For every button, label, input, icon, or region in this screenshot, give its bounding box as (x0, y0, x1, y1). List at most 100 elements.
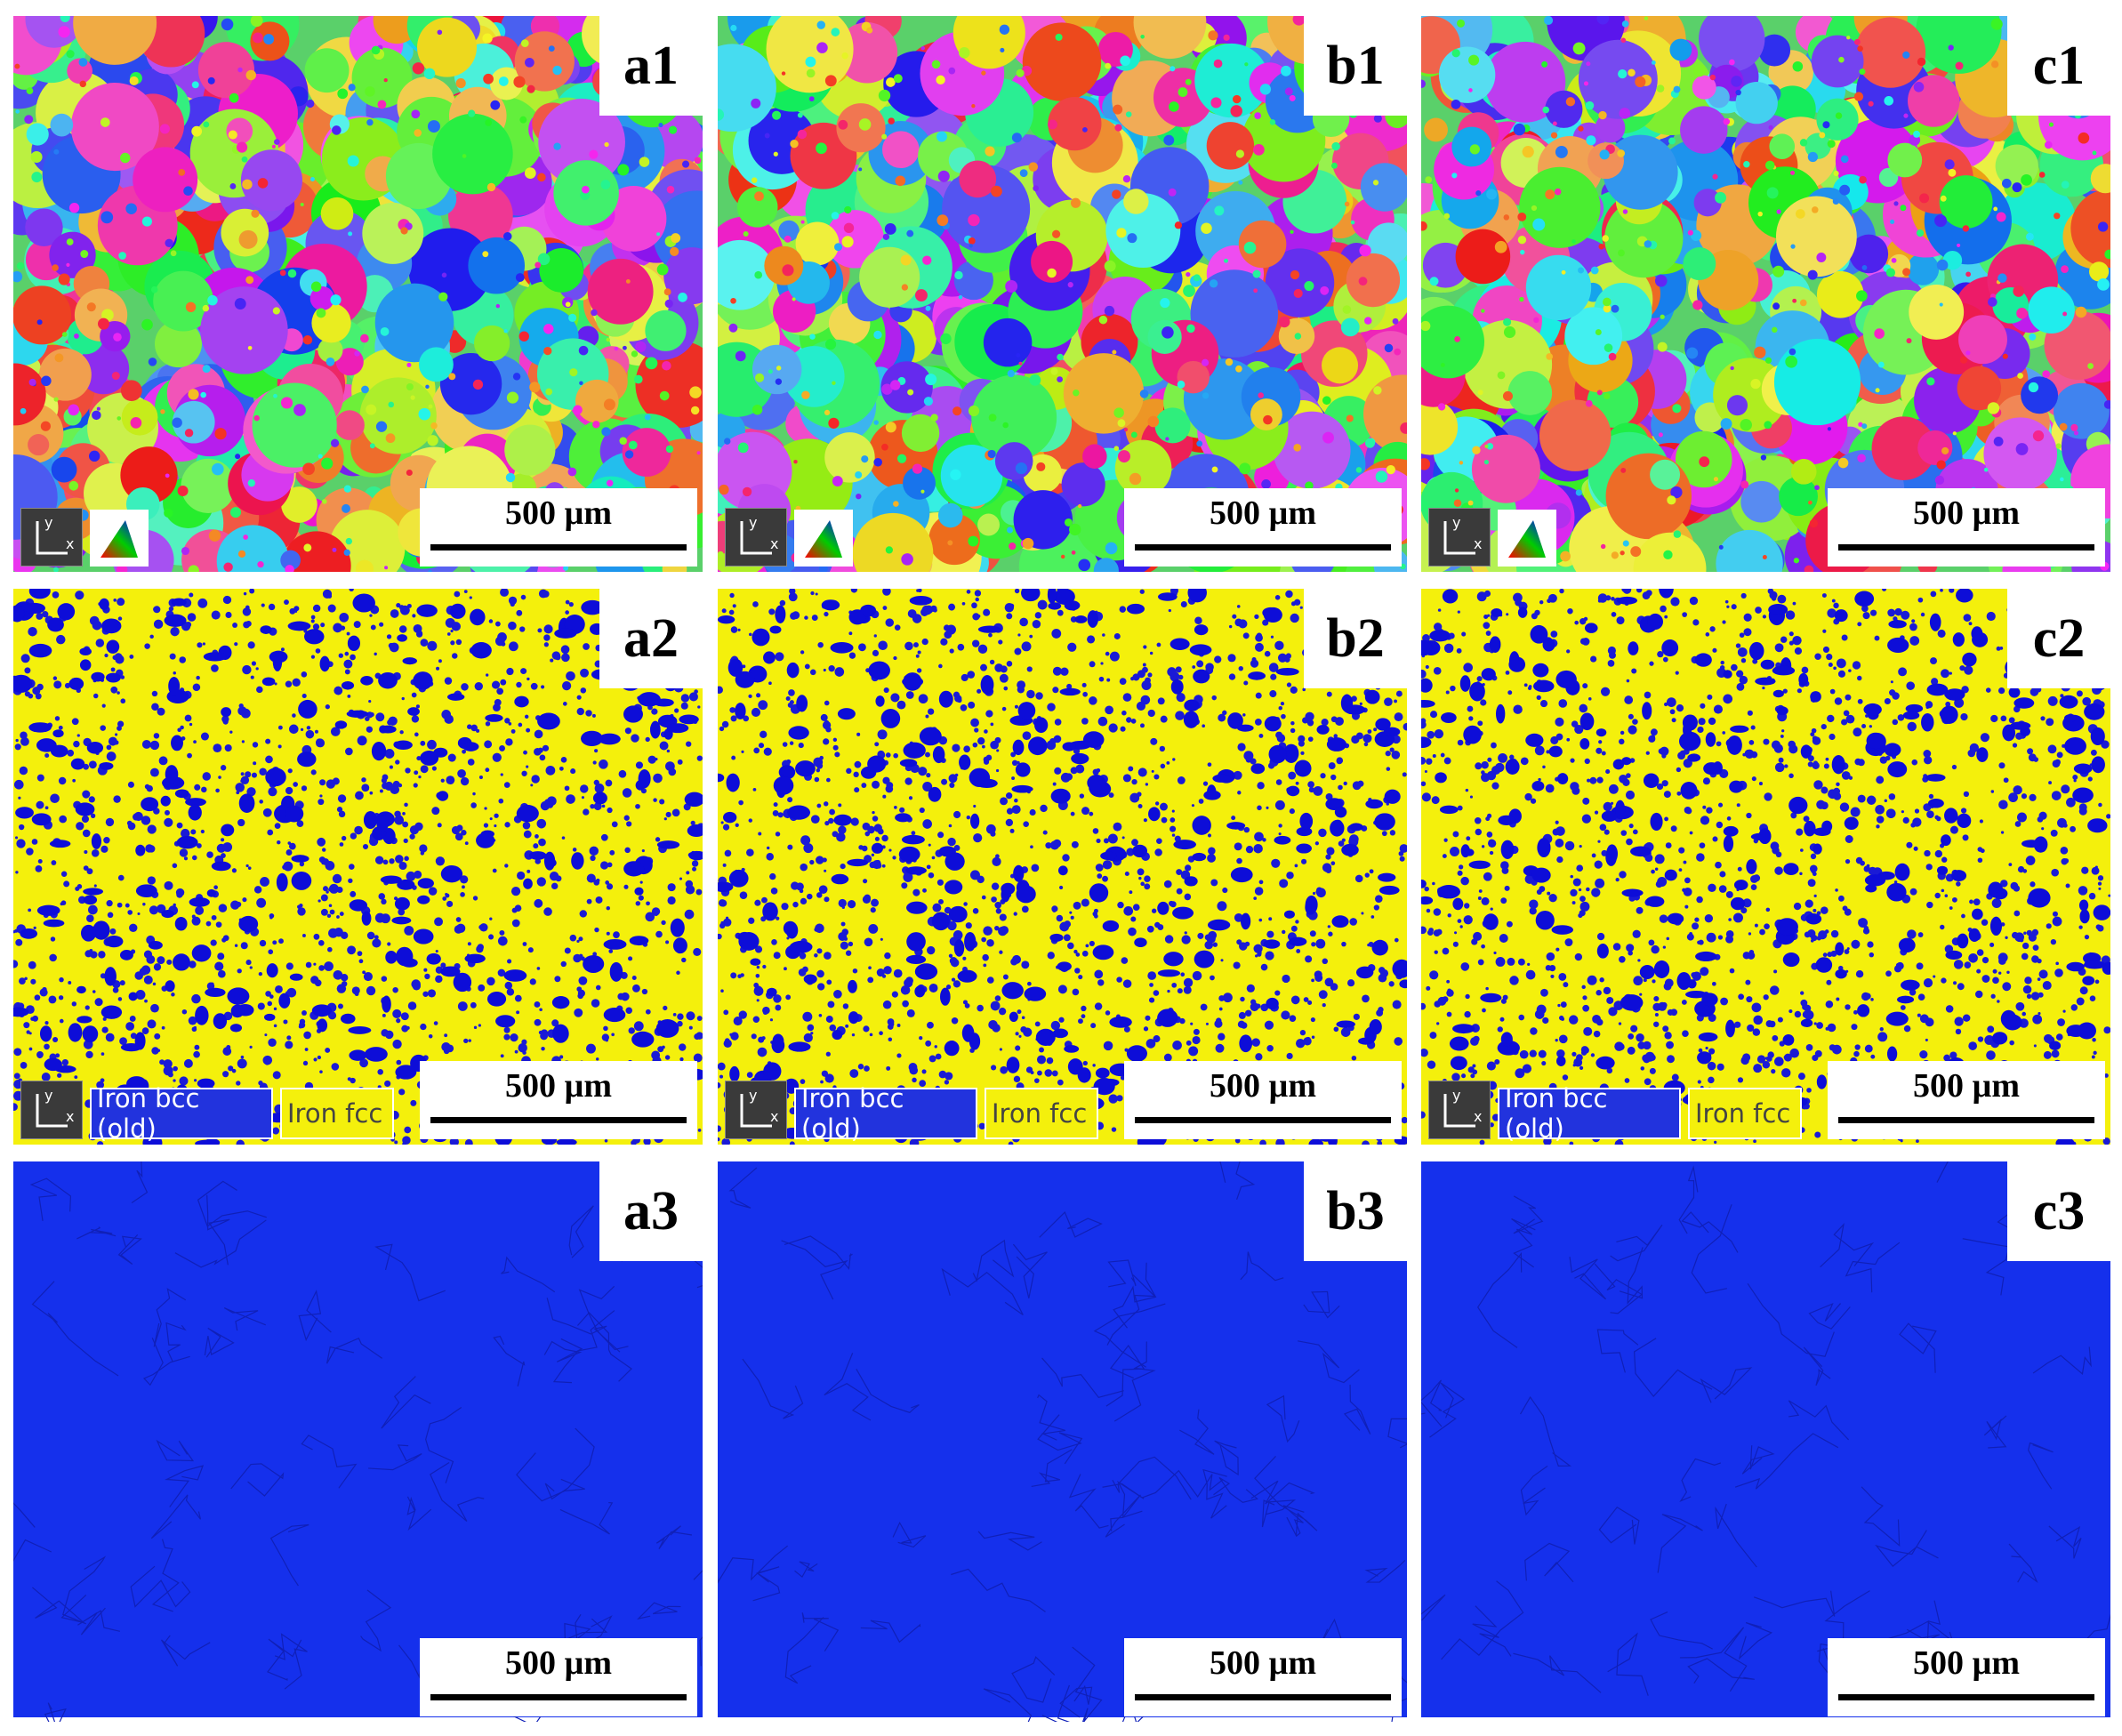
bcc-grain (576, 939, 580, 944)
bcc-grain (403, 838, 408, 844)
grain (1451, 49, 1460, 58)
grain (1363, 374, 1407, 454)
bcc-grain (625, 1007, 632, 1015)
bcc-grain (280, 647, 285, 652)
grain (1617, 149, 1626, 157)
bcc-grain (195, 905, 205, 915)
bcc-grain (15, 871, 19, 874)
grain (1578, 125, 1584, 132)
bcc-grain (222, 1071, 229, 1078)
bcc-grain (500, 589, 510, 597)
grain (1720, 418, 1732, 430)
bcc-grain (299, 1018, 306, 1025)
grain (1113, 446, 1120, 451)
panel-label: b1 (1304, 16, 1407, 116)
grain (490, 100, 501, 110)
grain (1223, 34, 1230, 41)
grain (1822, 121, 1830, 129)
bcc-grain (528, 851, 547, 860)
bcc-grain (655, 930, 663, 938)
grain (1887, 142, 1923, 178)
bcc-grain (545, 765, 556, 776)
bcc-grain (1029, 808, 1036, 816)
grain (1811, 35, 1864, 88)
bcc-grain (618, 769, 627, 778)
bcc-grain (460, 892, 465, 897)
bcc-grain (1275, 1138, 1285, 1145)
grain (1542, 106, 1550, 114)
bcc-grain (52, 1036, 59, 1043)
grain (1455, 229, 1511, 285)
grain (836, 22, 898, 84)
grain (100, 117, 110, 127)
bcc-grain (165, 809, 170, 816)
bcc-grain (641, 988, 648, 995)
bcc-grain (530, 784, 534, 787)
bcc-grain (554, 976, 561, 983)
grain (1586, 61, 1591, 67)
grain (1253, 288, 1258, 293)
bcc-grain (824, 611, 829, 617)
bcc-grain (435, 975, 443, 984)
axis-arrows (1443, 521, 1475, 555)
bcc-grain (663, 817, 667, 821)
bcc-grain (510, 886, 521, 896)
bcc-grain (651, 1050, 661, 1060)
bcc-grain (539, 754, 546, 761)
bcc-grain (478, 925, 484, 930)
grain (1123, 189, 1149, 214)
grain (1355, 467, 1362, 473)
grain (776, 366, 782, 371)
bcc-grain (16, 839, 26, 848)
grain (662, 361, 671, 371)
panel-label: c1 (2007, 16, 2110, 116)
grain (207, 294, 218, 306)
bcc-grain (28, 1047, 33, 1051)
bcc-grain (189, 960, 197, 968)
grain (1598, 243, 1604, 250)
grain (784, 235, 792, 243)
bcc-grain (682, 704, 687, 710)
bcc-grain (179, 848, 189, 857)
bcc-grain (900, 985, 911, 995)
bcc-grain (1184, 931, 1187, 935)
bcc-grain (19, 766, 28, 776)
bcc-grain (63, 880, 70, 888)
bcc-grain (1305, 711, 1314, 721)
bcc-grain (149, 634, 154, 639)
grain (1112, 350, 1117, 355)
bcc-grain (344, 669, 350, 675)
grain (385, 433, 396, 444)
bcc-grain (1207, 762, 1212, 768)
grain (2053, 382, 2110, 439)
grain (2089, 261, 2110, 282)
bcc-grain (13, 1103, 18, 1112)
bcc-grain (725, 916, 729, 920)
grain (625, 278, 631, 284)
grain (1769, 133, 1796, 159)
grain (1799, 139, 1808, 147)
bcc-grain (197, 1078, 215, 1089)
bcc-grain (815, 592, 818, 596)
grain (940, 445, 1003, 507)
grain (1875, 388, 1880, 393)
bcc-grain (350, 654, 356, 661)
bcc-grain (407, 707, 420, 716)
bcc-grain (679, 877, 683, 880)
micrograph-panel: c1 500 µm y x (1421, 16, 2110, 572)
triangle (1508, 520, 1546, 558)
grain (1522, 146, 1534, 158)
bcc-grain (379, 622, 384, 627)
grain (950, 469, 961, 480)
grain (884, 223, 896, 235)
bcc-grain (282, 864, 287, 870)
grain (1550, 132, 1558, 139)
bcc-grain (655, 837, 661, 842)
grain (1320, 285, 1330, 295)
grain (1359, 245, 1371, 257)
bcc-grain (586, 898, 592, 904)
bcc-grain (986, 938, 994, 947)
grain (253, 414, 260, 422)
bcc-grain (127, 781, 134, 788)
bcc-grain (400, 1012, 409, 1021)
